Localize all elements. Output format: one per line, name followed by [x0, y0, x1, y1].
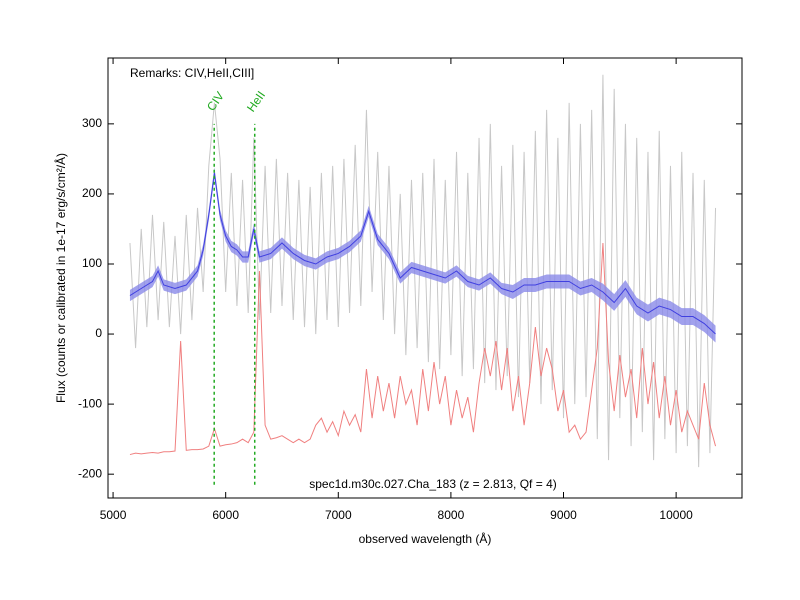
error-band [129, 167, 716, 343]
spectrum-line [129, 74, 717, 468]
x-tick-label: 5000 [100, 508, 127, 522]
y-tick-label: 100 [82, 256, 102, 270]
spectrum-line [129, 242, 717, 456]
chart-title: spec1d.m30c.027.Cha_183 (z = 2.813, Qf =… [309, 477, 557, 491]
y-tick-label: 300 [82, 116, 102, 130]
y-tick-label: -200 [78, 466, 102, 480]
x-axis-label: observed wavelength (Å) [359, 531, 492, 546]
remarks: Remarks: CIV,HeII,CIII] [130, 66, 254, 80]
y-tick-label: -100 [78, 396, 102, 410]
x-tick-label: 9000 [550, 508, 577, 522]
annotation-label: HeII [244, 88, 268, 114]
x-tick-label: 8000 [438, 508, 465, 522]
x-tick-label: 10000 [659, 508, 693, 522]
x-tick-label: 7000 [325, 508, 352, 522]
y-tick-label: 200 [82, 186, 102, 200]
y-tick-label: 0 [95, 326, 102, 340]
x-tick-label: 6000 [212, 508, 239, 522]
y-axis-label: Flux (counts or calibrated in 1e-17 erg/… [53, 153, 68, 403]
plot-frame [107, 57, 743, 499]
spectrum-line [129, 172, 716, 335]
plot [129, 74, 717, 468]
annotation-label: CIV [204, 89, 227, 113]
